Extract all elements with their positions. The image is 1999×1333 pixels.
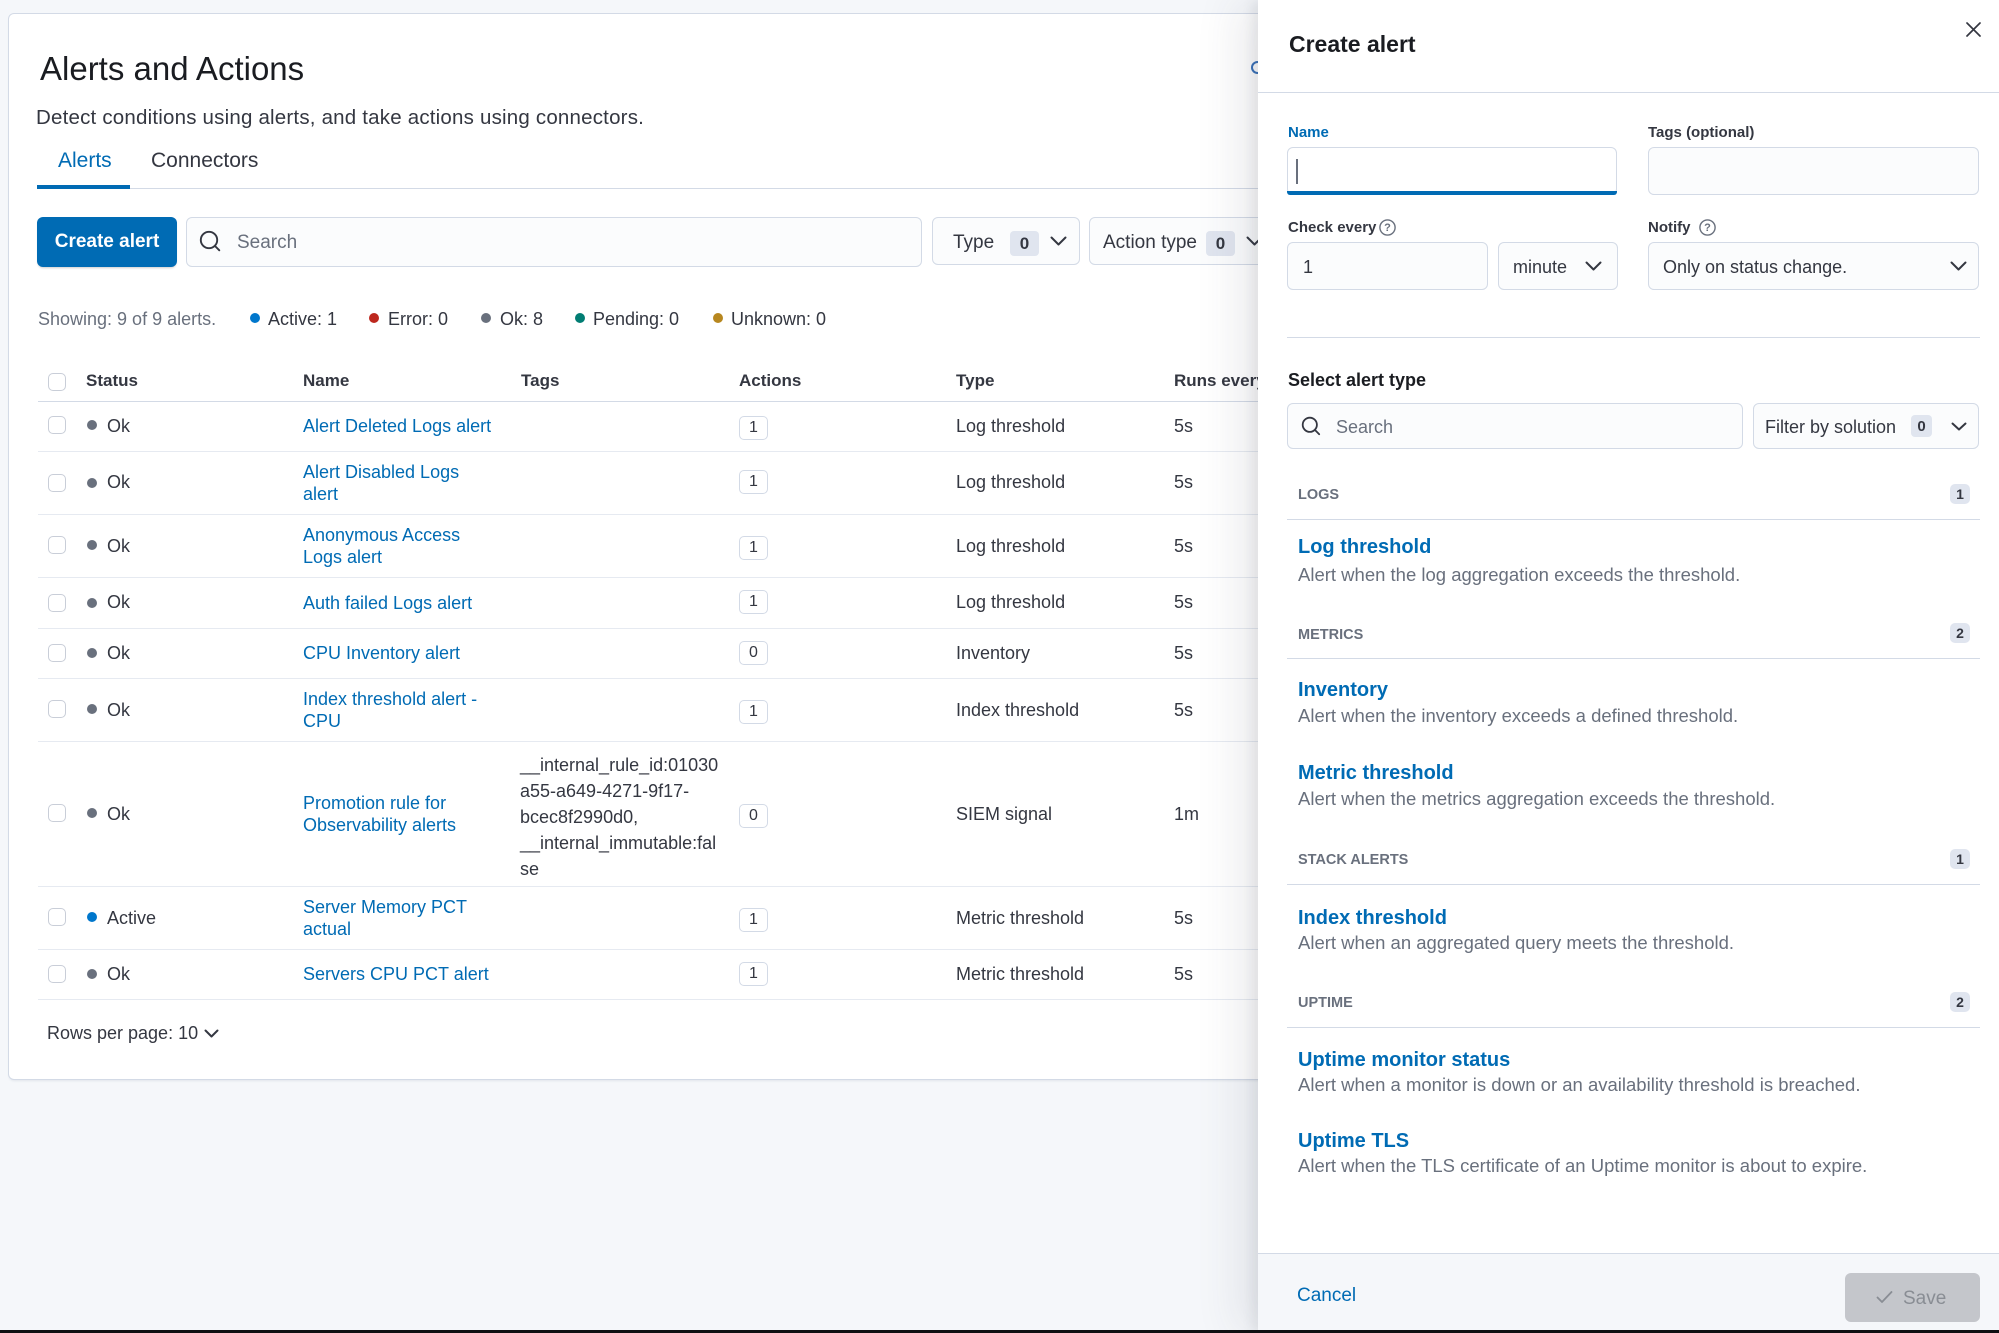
svg-text:?: ? bbox=[1704, 222, 1711, 234]
svg-text:?: ? bbox=[1384, 222, 1391, 234]
